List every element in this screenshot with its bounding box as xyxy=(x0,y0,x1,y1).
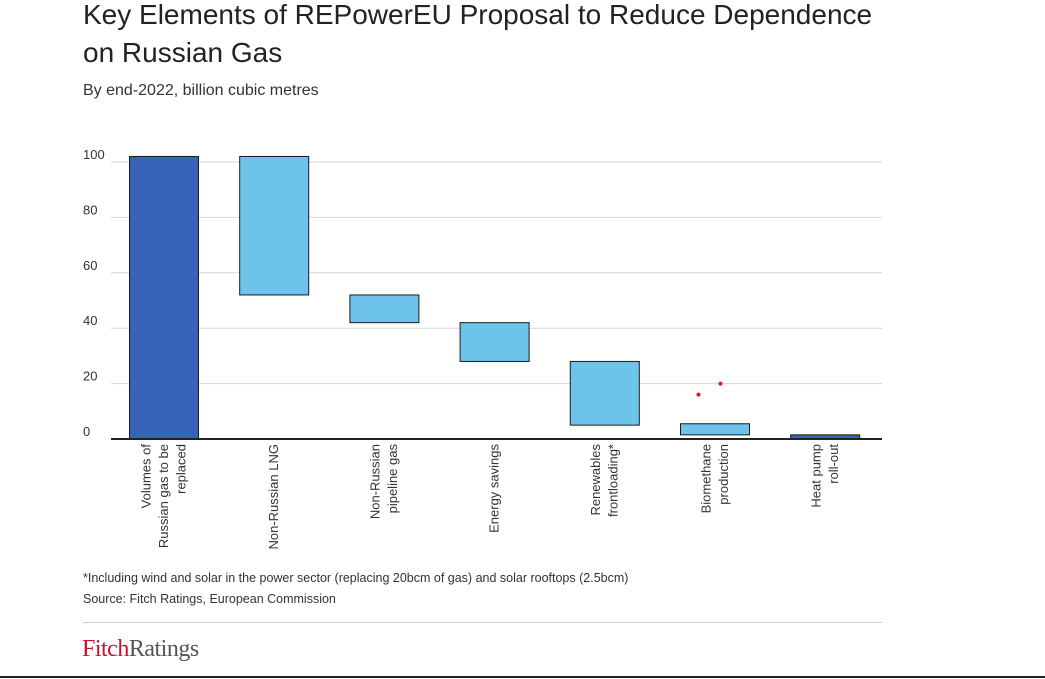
y-tick-label: 0 xyxy=(83,424,90,439)
x-category-label: Heat pump xyxy=(808,444,823,508)
x-category-label: production xyxy=(716,444,731,505)
waterfall-bar xyxy=(239,155,310,296)
x-category-label: frontloading* xyxy=(606,444,621,517)
y-tick-label: 100 xyxy=(83,147,105,162)
bottom-border xyxy=(0,676,1045,678)
y-tick-label: 20 xyxy=(83,369,97,384)
annotation-dot xyxy=(718,381,723,386)
fitch-ratings-logo: FitchRatings xyxy=(82,636,199,663)
waterfall-bar xyxy=(569,360,640,426)
divider xyxy=(83,622,882,623)
x-category-label: Non-Russian LNG xyxy=(266,444,281,550)
source-note: Source: Fitch Ratings, European Commissi… xyxy=(83,592,336,606)
waterfall-bar xyxy=(349,294,420,324)
logo-part-2: Ratings xyxy=(128,636,199,662)
x-category-label: Biomethane xyxy=(698,444,713,513)
chart-subtitle: By end-2022, billion cubic metres xyxy=(83,82,319,99)
waterfall-bar xyxy=(129,155,199,440)
chart-title: Key Elements of REPowerEU Proposal to Re… xyxy=(83,0,873,68)
x-category-label: roll-out xyxy=(826,444,841,484)
x-category-label: Energy savings xyxy=(487,444,502,533)
y-tick-label: 40 xyxy=(83,313,97,328)
annotation-dot xyxy=(696,392,701,397)
x-category-label: Volumes of xyxy=(139,444,154,509)
logo-part-1: Fitch xyxy=(82,636,129,662)
footnote: *Including wind and solar in the power s… xyxy=(83,571,629,585)
waterfall-bar xyxy=(680,423,750,436)
x-category-label: pipeline gas xyxy=(385,444,400,514)
x-category-label: Non-Russian xyxy=(368,444,383,519)
waterfall-bar xyxy=(459,322,530,362)
y-tick-label: 80 xyxy=(83,202,97,217)
x-category-label: Renewables xyxy=(588,444,603,516)
x-category-label: replaced xyxy=(174,444,189,494)
x-category-label: Russian gas to be xyxy=(156,444,171,548)
y-tick-label: 60 xyxy=(83,258,97,273)
